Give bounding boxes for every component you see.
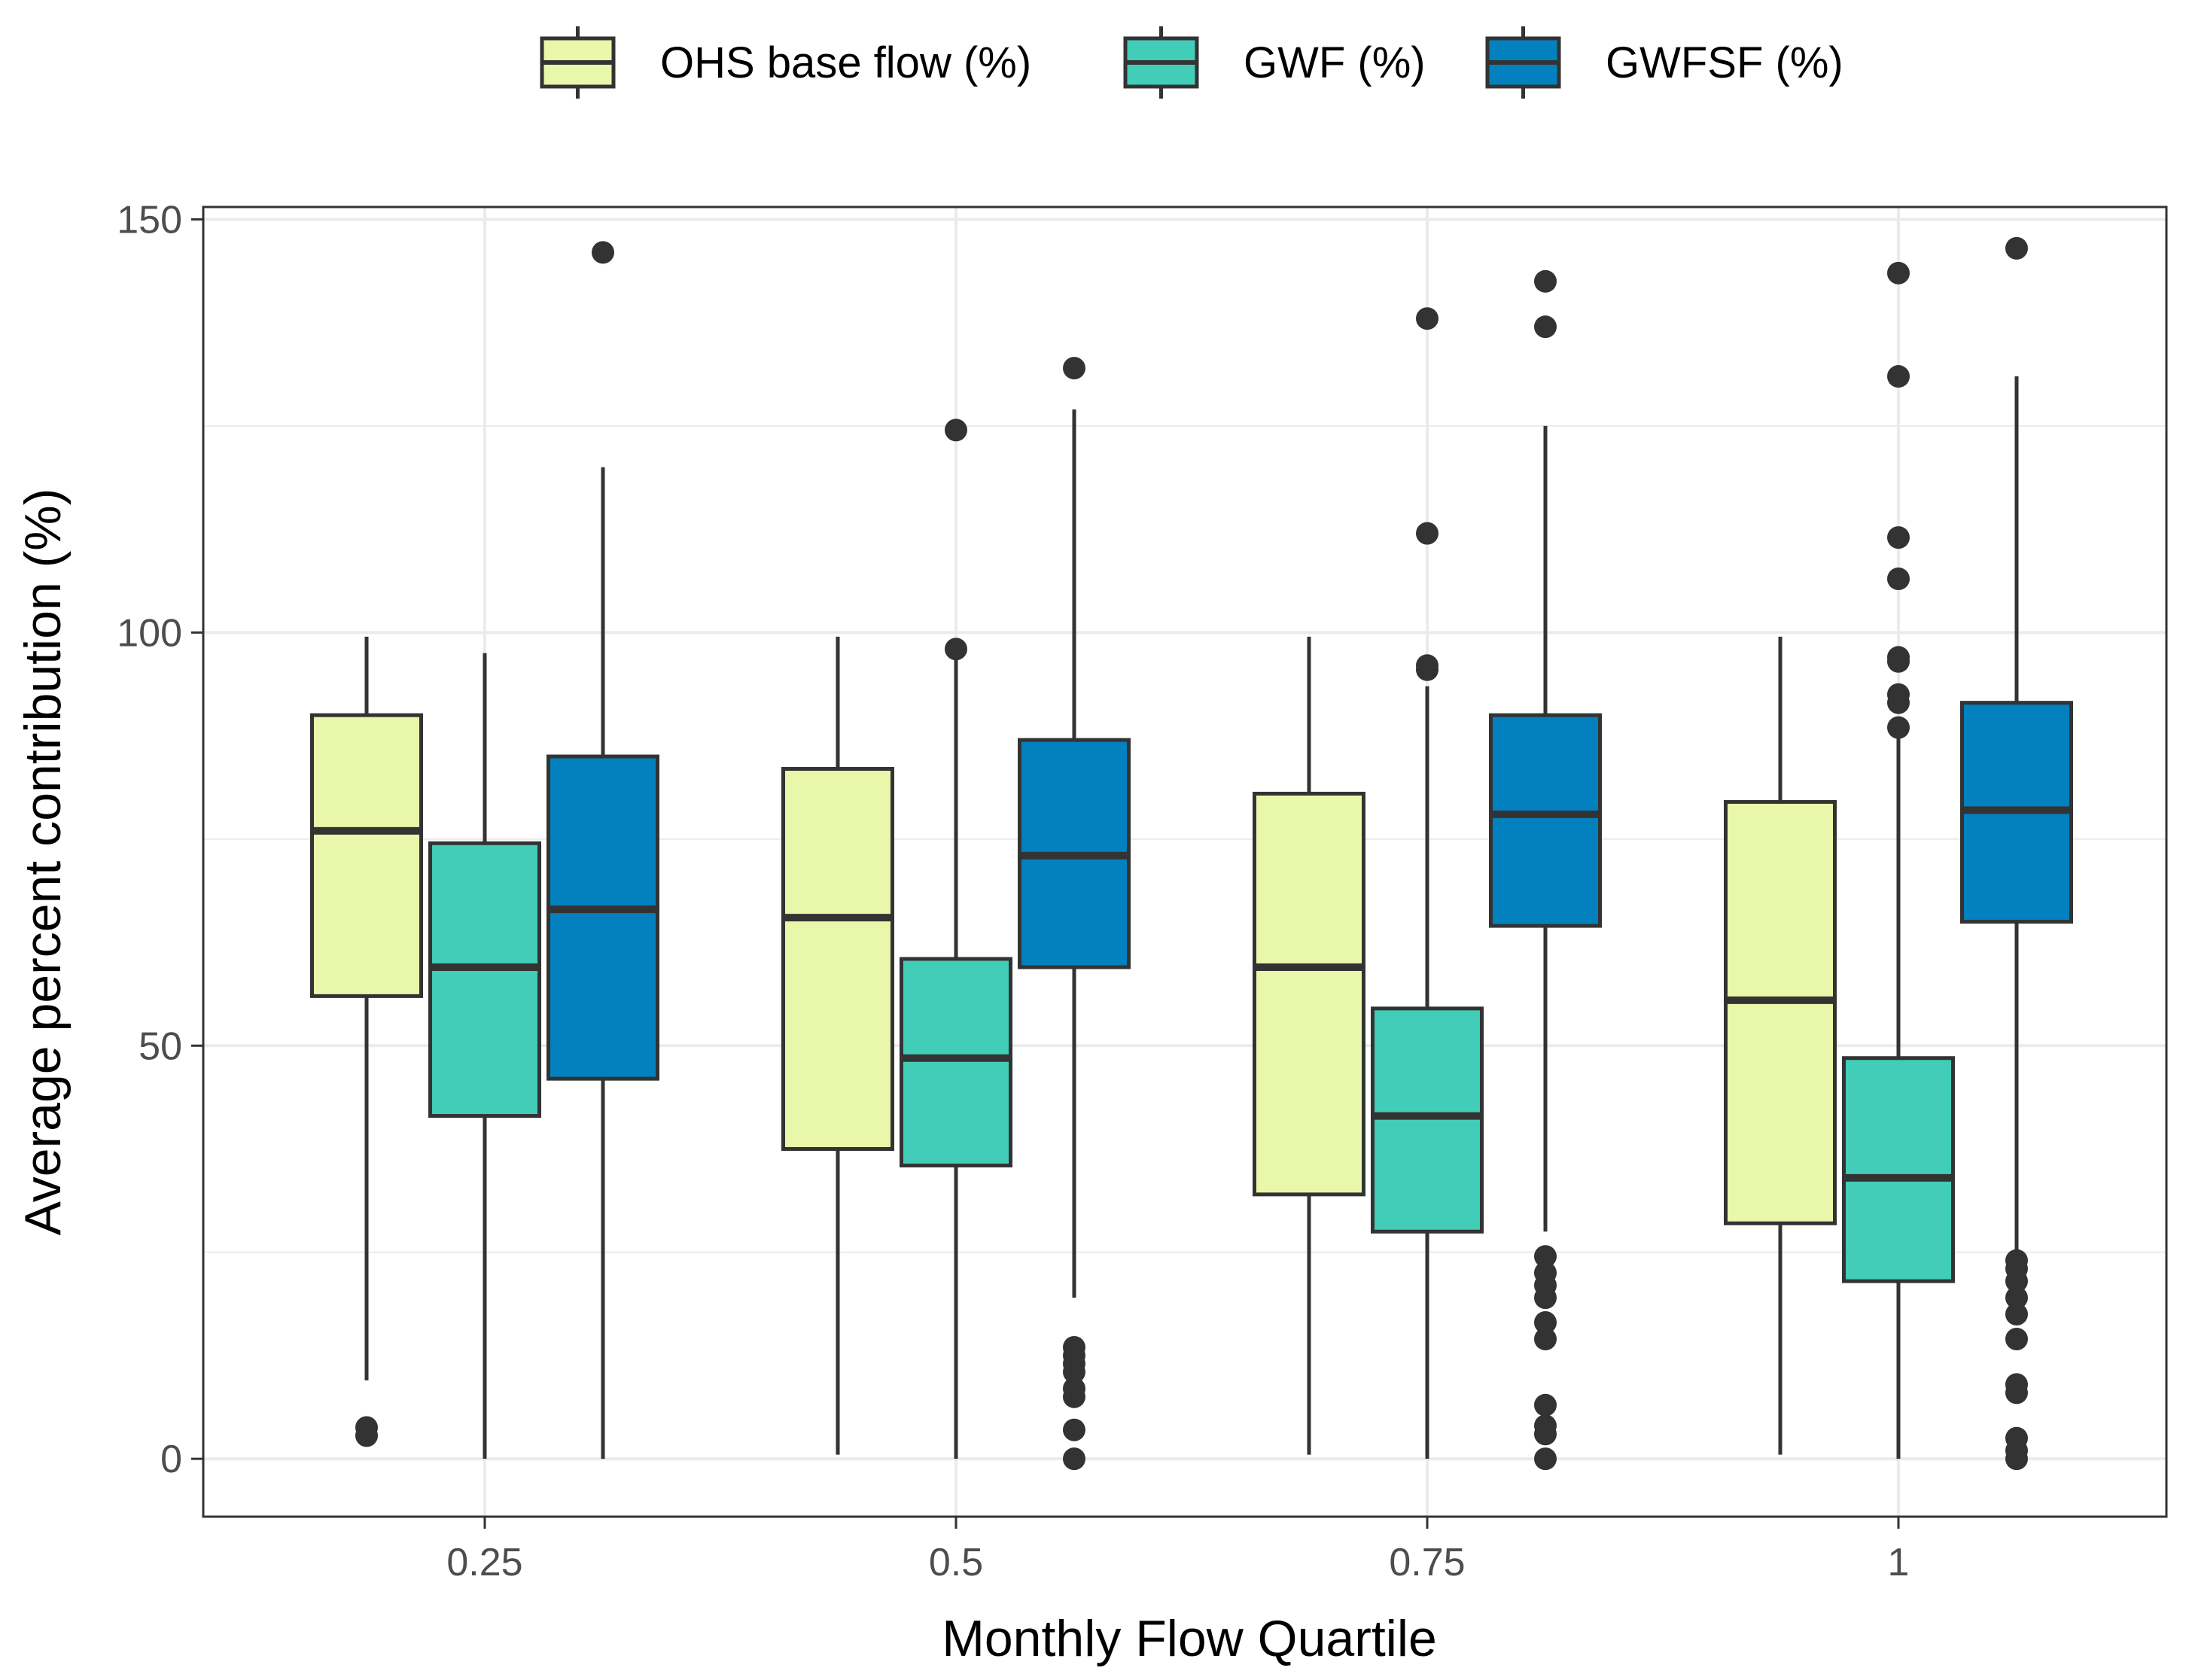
outlier-point (945, 638, 967, 661)
plot-panel-border (202, 205, 2168, 1518)
outlier-point (1887, 365, 1910, 388)
outlier-point (1887, 683, 1910, 706)
y-tick-label: 0 (160, 1438, 182, 1481)
outlier-point (592, 241, 614, 264)
box-iqr (428, 841, 541, 1118)
boxplot-1-0 (781, 636, 894, 1455)
outlier-point (1534, 269, 1557, 293)
outlier-point (1534, 1393, 1557, 1417)
legend-item-1: GWF (%) (1123, 26, 1426, 99)
box-iqr (1371, 1006, 1484, 1234)
boxplots (310, 236, 2073, 1471)
box-iqr (1489, 713, 1602, 928)
box-iqr (1253, 791, 1365, 1197)
box-iqr (1842, 1056, 1955, 1283)
x-axis-title: Monthly Flow Quartile (942, 1610, 1437, 1667)
x-tick-label: 1 (1888, 1541, 1910, 1584)
outlier-point (1887, 261, 1910, 285)
legend-label: GWF (%) (1244, 38, 1426, 87)
boxplot-0-2 (546, 241, 659, 1459)
outlier-point (1416, 522, 1438, 545)
box-iqr (310, 713, 423, 998)
boxplot-2-2 (1489, 269, 1602, 1471)
y-tick-label: 150 (117, 198, 182, 242)
outlier-point (1534, 1245, 1557, 1268)
outlier-point (1534, 1262, 1557, 1285)
outlier-point (945, 418, 967, 442)
boxplot-1-2 (1018, 357, 1131, 1471)
outlier-point (1534, 1327, 1557, 1350)
x-tick-label: 0.25 (446, 1541, 522, 1584)
legend-item-2: GWFSF (%) (1485, 26, 1843, 99)
outlier-point (1887, 526, 1910, 549)
legend: OHS base flow (%) GWF (%) GWFSF (%) (540, 26, 1843, 99)
boxplot-0-1 (428, 653, 541, 1459)
outlier-point (2005, 1327, 2028, 1350)
outlier-point (1063, 1447, 1085, 1471)
boxplot-1-1 (900, 418, 1012, 1459)
y-axis: 0 50 100 150 (117, 198, 203, 1481)
legend-item-0: OHS base flow (%) (540, 26, 1031, 99)
legend-label: GWFSF (%) (1606, 38, 1843, 87)
y-tick-label: 100 (117, 611, 182, 655)
outlier-point (1063, 1377, 1085, 1400)
outlier-point (1063, 1335, 1085, 1359)
y-axis-title: Average percent contribution (%) (14, 488, 72, 1236)
outlier-point (2005, 1373, 2028, 1396)
outlier-point (2005, 236, 2028, 260)
outlier-point (2005, 1286, 2028, 1310)
outlier-point (1416, 307, 1438, 330)
box-iqr (546, 754, 659, 1081)
outlier-point (1887, 716, 1910, 739)
boxplot-3-0 (1724, 636, 1837, 1455)
boxplot-2-0 (1253, 636, 1365, 1455)
legend-label: OHS base flow (%) (660, 38, 1031, 87)
outlier-point (1887, 646, 1910, 669)
boxplot-2-1 (1371, 307, 1484, 1459)
boxplot-3-2 (1960, 236, 2073, 1471)
box-iqr (781, 766, 894, 1151)
outlier-point (2005, 1249, 2028, 1272)
boxplot-0-0 (310, 636, 423, 1447)
outlier-point (1534, 1447, 1557, 1471)
boxplot-3-1 (1842, 261, 1955, 1459)
outlier-point (1887, 568, 1910, 591)
box-iqr (900, 957, 1012, 1167)
outlier-point (1063, 1418, 1085, 1441)
y-tick-label: 50 (139, 1024, 182, 1068)
outlier-point (355, 1416, 378, 1439)
outlier-point (1063, 357, 1085, 380)
outlier-point (1534, 1311, 1557, 1335)
x-axis: 0.25 0.5 0.75 1 (446, 1517, 1909, 1584)
box-iqr (1724, 799, 1837, 1225)
outlier-point (1534, 1414, 1557, 1438)
outlier-point (1534, 315, 1557, 339)
outlier-point (2005, 1303, 2028, 1326)
x-tick-label: 0.5 (929, 1541, 983, 1584)
x-tick-label: 0.75 (1389, 1541, 1465, 1584)
outlier-point (2005, 1426, 2028, 1450)
outlier-point (1416, 654, 1438, 677)
